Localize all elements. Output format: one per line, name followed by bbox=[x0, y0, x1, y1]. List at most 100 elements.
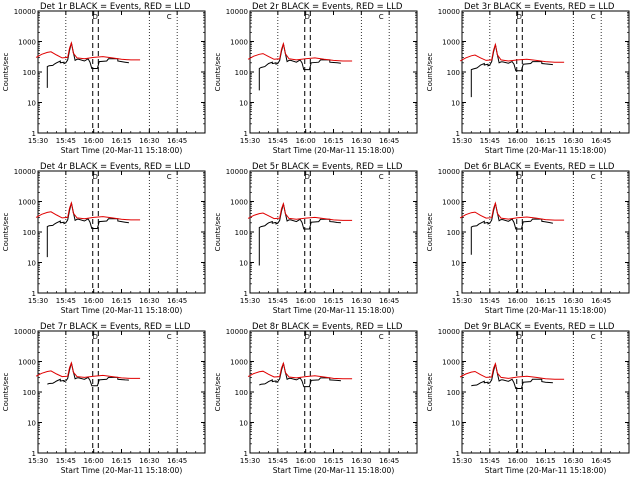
x-tick-label: 16:30 bbox=[351, 137, 371, 145]
series-lld-line bbox=[459, 42, 565, 63]
y-tick-label: 10 bbox=[239, 260, 248, 268]
y-tick-label: 1000 bbox=[442, 359, 460, 367]
x-tick-label: 16:45 bbox=[167, 457, 187, 465]
x-tick-label: 16:15 bbox=[111, 137, 131, 145]
series-lld-line bbox=[247, 41, 353, 62]
y-tick-label: 1 bbox=[456, 450, 460, 458]
y-tick-label: 1000 bbox=[442, 199, 460, 207]
y-tick-label: 1000 bbox=[18, 39, 36, 47]
series-events-line bbox=[471, 363, 553, 389]
x-tick-label: 16:30 bbox=[563, 297, 583, 305]
series-lld-line bbox=[247, 361, 353, 380]
x-tick-label: 16:00 bbox=[508, 137, 528, 145]
x-tick-label: 16:30 bbox=[563, 457, 583, 465]
plot-frame bbox=[249, 170, 418, 294]
x-tick-label: 16:30 bbox=[351, 457, 371, 465]
x-tick-label: 16:45 bbox=[591, 297, 611, 305]
y-tick-label: 1 bbox=[32, 130, 36, 138]
y-axis-label: Counts/sec bbox=[214, 373, 222, 412]
plot-frame bbox=[249, 330, 418, 454]
y-tick-label: 100 bbox=[23, 389, 36, 397]
marker-label: C bbox=[379, 173, 384, 181]
x-tick-label: 16:15 bbox=[535, 457, 555, 465]
y-tick-label: 10000 bbox=[438, 8, 460, 16]
panel-title: Det 3r BLACK = Events, RED = LLD bbox=[464, 2, 615, 12]
y-tick-label: 100 bbox=[23, 229, 36, 237]
x-tick-label: 16:30 bbox=[139, 457, 159, 465]
x-tick-label: 15:30 bbox=[28, 137, 48, 145]
x-tick-label: 16:45 bbox=[379, 297, 399, 305]
x-tick-label: 16:45 bbox=[379, 137, 399, 145]
x-tick-label: 16:00 bbox=[296, 457, 316, 465]
y-axis-label: Counts/sec bbox=[2, 53, 10, 92]
y-tick-label: 1000 bbox=[230, 39, 248, 47]
x-tick-label: 16:00 bbox=[508, 457, 528, 465]
y-axis-label: Counts/sec bbox=[214, 53, 222, 92]
marker-label: C bbox=[167, 173, 172, 181]
y-axis-label: Counts/sec bbox=[426, 213, 434, 252]
marker-label: D bbox=[517, 173, 522, 181]
y-tick-label: 1 bbox=[244, 290, 248, 298]
y-axis-label: Counts/sec bbox=[2, 213, 10, 252]
marker-label: D bbox=[305, 333, 310, 341]
series-lld-line bbox=[459, 201, 565, 221]
marker-label: D bbox=[517, 13, 522, 21]
panel-title: Det 4r BLACK = Events, RED = LLD bbox=[40, 162, 191, 172]
y-tick-label: 10000 bbox=[14, 8, 36, 16]
x-tick-label: 15:45 bbox=[268, 297, 288, 305]
y-tick-label: 10 bbox=[451, 100, 460, 108]
y-tick-label: 100 bbox=[447, 69, 460, 77]
y-tick-label: 100 bbox=[447, 229, 460, 237]
x-tick-label: 15:30 bbox=[452, 137, 472, 145]
series-lld-line bbox=[35, 361, 141, 379]
x-tick-label: 15:30 bbox=[452, 457, 472, 465]
x-tick-label: 16:00 bbox=[84, 137, 104, 145]
marker-label: C bbox=[379, 333, 384, 341]
series-lld-line bbox=[35, 40, 141, 61]
panel-title: Det 9r BLACK = Events, RED = LLD bbox=[464, 322, 615, 332]
x-tick-label: 15:45 bbox=[268, 457, 288, 465]
series-events-line bbox=[470, 44, 553, 98]
x-tick-label: 16:15 bbox=[535, 297, 555, 305]
x-tick-label: 15:45 bbox=[480, 137, 500, 145]
x-tick-label: 16:00 bbox=[296, 297, 316, 305]
panel-title: Det 1r BLACK = Events, RED = LLD bbox=[40, 2, 191, 12]
x-tick-label: 16:45 bbox=[379, 457, 399, 465]
x-axis-label: Start Time (20-Mar-11 15:18:00) bbox=[485, 146, 607, 155]
plot-frame bbox=[37, 330, 206, 454]
x-tick-label: 15:30 bbox=[240, 297, 260, 305]
y-tick-label: 10 bbox=[451, 260, 460, 268]
y-tick-label: 10 bbox=[27, 100, 36, 108]
y-axis-label: Counts/sec bbox=[214, 213, 222, 252]
x-tick-label: 16:15 bbox=[535, 137, 555, 145]
y-tick-label: 100 bbox=[235, 69, 248, 77]
panel-title: Det 7r BLACK = Events, RED = LLD bbox=[40, 322, 191, 332]
x-tick-label: 15:30 bbox=[28, 297, 48, 305]
x-tick-label: 16:00 bbox=[84, 297, 104, 305]
y-tick-label: 10000 bbox=[14, 168, 36, 176]
series-events-line bbox=[47, 362, 129, 387]
series-events-line bbox=[470, 203, 553, 255]
y-tick-label: 10000 bbox=[226, 328, 248, 336]
x-tick-label: 15:45 bbox=[480, 297, 500, 305]
series-lld-line bbox=[35, 200, 141, 221]
series-events-line bbox=[259, 363, 341, 388]
y-tick-label: 10000 bbox=[438, 328, 460, 336]
y-axis-label: Counts/sec bbox=[2, 373, 10, 412]
marker-label: C bbox=[167, 333, 172, 341]
y-axis-label: Counts/sec bbox=[426, 373, 434, 412]
marker-label: D bbox=[305, 13, 310, 21]
x-tick-label: 15:30 bbox=[452, 297, 472, 305]
x-tick-label: 16:15 bbox=[323, 457, 343, 465]
x-tick-label: 16:00 bbox=[508, 297, 528, 305]
y-tick-label: 10 bbox=[27, 260, 36, 268]
marker-label: D bbox=[93, 173, 98, 181]
x-tick-label: 16:15 bbox=[323, 137, 343, 145]
y-tick-label: 10000 bbox=[226, 168, 248, 176]
